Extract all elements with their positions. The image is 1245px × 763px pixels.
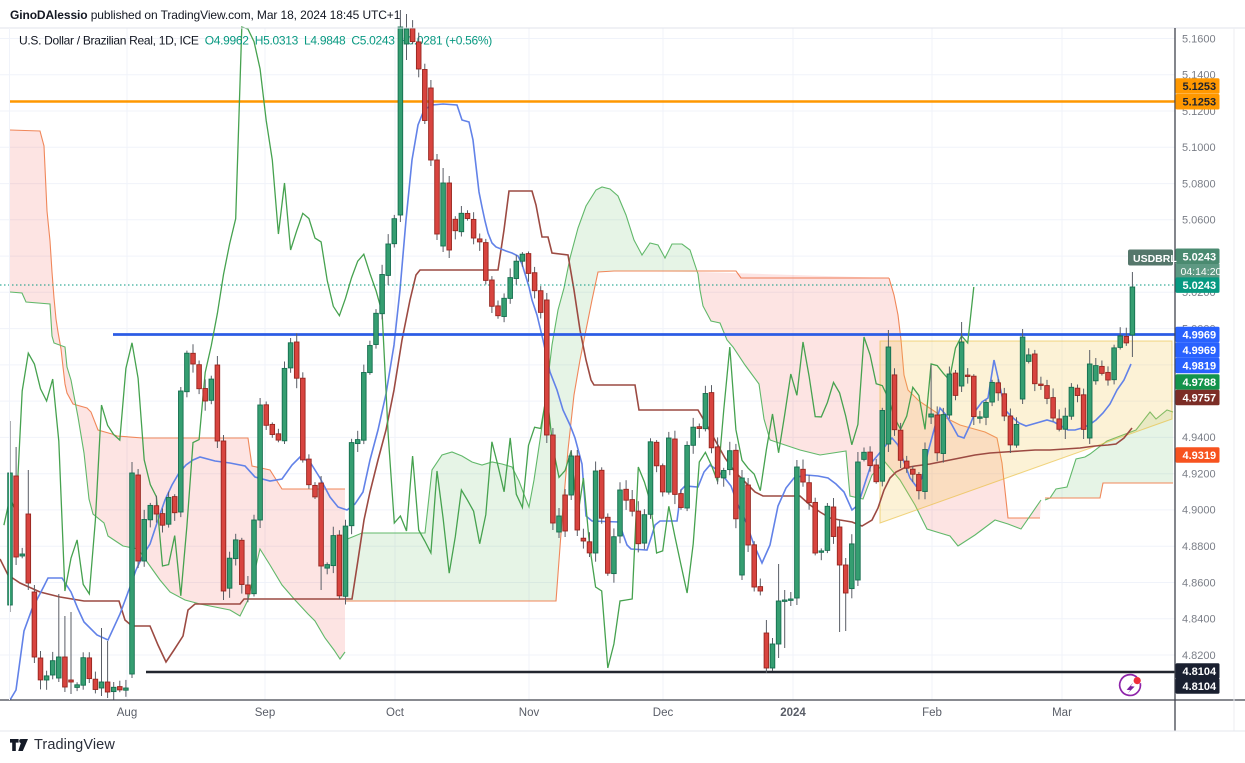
svg-text:4.8104: 4.8104 — [1183, 681, 1218, 693]
svg-text:5.0243: 5.0243 — [1183, 280, 1217, 292]
svg-text:4.9200: 4.9200 — [1182, 469, 1216, 481]
svg-text:4.8600: 4.8600 — [1182, 577, 1216, 589]
svg-text:4.9757: 4.9757 — [1183, 392, 1217, 404]
svg-text:4.8200: 4.8200 — [1182, 650, 1216, 662]
svg-text:Dec: Dec — [653, 707, 674, 719]
svg-text:4.8400: 4.8400 — [1182, 614, 1216, 626]
svg-text:5.0600: 5.0600 — [1182, 215, 1216, 227]
svg-text:4.9400: 4.9400 — [1182, 432, 1216, 444]
svg-text:5.1000: 5.1000 — [1182, 142, 1216, 154]
svg-text:5.1253: 5.1253 — [1183, 81, 1217, 93]
svg-text:5.1600: 5.1600 — [1182, 33, 1216, 45]
svg-text:Mar: Mar — [1052, 707, 1072, 719]
svg-text:Sep: Sep — [255, 707, 275, 719]
svg-text:5.1253: 5.1253 — [1183, 97, 1217, 109]
svg-text:Aug: Aug — [117, 707, 137, 719]
svg-text:Oct: Oct — [386, 707, 405, 719]
svg-text:2024: 2024 — [780, 707, 806, 719]
svg-text:4.9788: 4.9788 — [1183, 377, 1217, 389]
svg-text:Feb: Feb — [922, 707, 942, 719]
svg-text:4.9969: 4.9969 — [1183, 345, 1217, 357]
svg-text:4.8800: 4.8800 — [1182, 541, 1216, 553]
svg-text:Nov: Nov — [519, 707, 540, 719]
svg-text:4.8104: 4.8104 — [1183, 666, 1218, 678]
svg-text:4.9000: 4.9000 — [1182, 505, 1216, 517]
svg-text:4.9319: 4.9319 — [1183, 450, 1217, 462]
svg-text:4.9819: 4.9819 — [1183, 360, 1217, 372]
svg-text:5.0243: 5.0243 — [1183, 252, 1217, 264]
svg-text:USDBRL: USDBRL — [1133, 253, 1177, 265]
svg-text:04:14:20: 04:14:20 — [1181, 266, 1222, 278]
svg-text:4.9969: 4.9969 — [1183, 329, 1217, 341]
svg-text:5.0800: 5.0800 — [1182, 178, 1216, 190]
